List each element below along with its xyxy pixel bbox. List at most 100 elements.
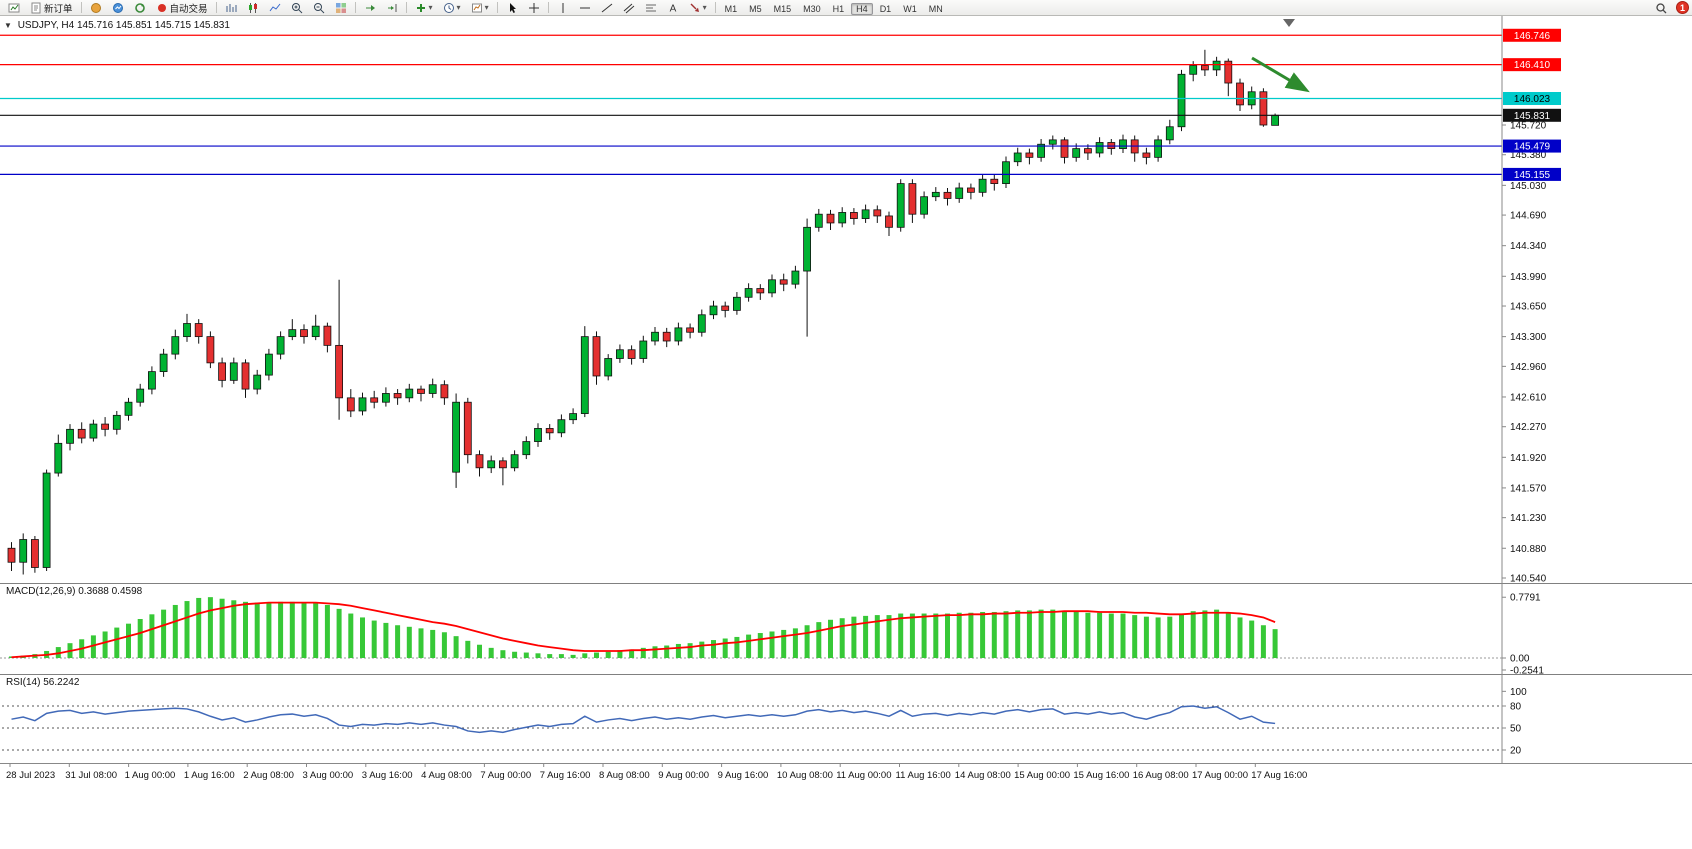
crosshair-icon — [528, 2, 539, 13]
svg-text:0.7791: 0.7791 — [1510, 593, 1541, 604]
vertical-line-button[interactable] — [553, 1, 573, 15]
svg-text:15 Aug 00:00: 15 Aug 00:00 — [1014, 770, 1070, 781]
timeframe-h1[interactable]: H1 — [832, 3, 845, 14]
signals-button[interactable] — [108, 1, 128, 15]
periods-icon — [443, 2, 454, 13]
new-order-button[interactable]: 新订单 — [26, 1, 77, 15]
svg-text:9 Aug 16:00: 9 Aug 16:00 — [718, 770, 769, 781]
price-axis[interactable]: 145.720 145.380 145.030 144.690 144.340 143.9… — [1501, 16, 1561, 763]
fibonacci-button[interactable] — [641, 1, 661, 15]
svg-text:2 Aug 08:00: 2 Aug 08:00 — [243, 770, 294, 781]
arrows-button[interactable]: ▾ — [685, 1, 711, 15]
indicators-button[interactable]: ▾ — [411, 1, 437, 15]
signals-icon — [112, 2, 123, 13]
candlestick-chart-button[interactable] — [243, 1, 263, 15]
timeframe-m1[interactable]: M1 — [724, 3, 738, 14]
timeframe-m5[interactable]: M5 — [749, 3, 762, 14]
timeframe-w1[interactable]: W1 — [903, 3, 917, 14]
refresh-icon — [134, 2, 145, 13]
templates-button[interactable]: ▾ — [467, 1, 493, 15]
horizontal-level-lines[interactable] — [0, 34, 1502, 176]
svg-text:1 Aug 16:00: 1 Aug 16:00 — [184, 770, 235, 781]
main-toolbar: 新订单 自动交易 ▾ ▾ ▾ A ▾ M1 M5 M15 M30 H1 H4 D1 W1 MN … — [0, 0, 1692, 16]
rsi-indicator-label: RSI(14) 56.2242 — [6, 677, 79, 688]
bar-chart-button[interactable] — [221, 1, 241, 15]
macd-panel: 0.7791 0.00-0.2541 — [0, 593, 1544, 677]
crosshair-button[interactable] — [524, 1, 544, 15]
dropdown-caret: ▾ — [484, 2, 489, 12]
svg-text:146.410: 146.410 — [1514, 60, 1551, 71]
line-chart-button[interactable] — [265, 1, 285, 15]
one-click-trading-toggle[interactable]: ▼ — [4, 21, 12, 30]
svg-text:145.831: 145.831 — [1514, 111, 1551, 122]
zoom-in-icon — [291, 2, 302, 13]
trendline-button[interactable] — [597, 1, 617, 15]
new-order-icon — [31, 2, 41, 13]
svg-text:142.610: 142.610 — [1510, 392, 1547, 403]
channel-icon — [623, 3, 634, 13]
chart-shift-button[interactable] — [382, 1, 402, 15]
search-icon — [1656, 2, 1667, 13]
svg-text:142.270: 142.270 — [1510, 422, 1547, 433]
svg-text:145.155: 145.155 — [1514, 170, 1551, 181]
chart-ohlc: 145.716 145.851 145.715 145.831 — [77, 20, 230, 31]
time-axis[interactable]: 28 Jul 2023 31 Jul 08:00 1 Aug 00:00 1 Aug … — [0, 763, 1692, 781]
svg-text:50: 50 — [1510, 724, 1522, 735]
toolbar-separator — [215, 2, 217, 13]
autotrade-button[interactable]: 自动交易 — [152, 1, 212, 15]
svg-text:145.380: 145.380 — [1510, 150, 1547, 161]
timeframe-d1[interactable]: D1 — [879, 3, 892, 14]
chart-window-icon — [8, 3, 20, 12]
chart-shift-marker[interactable] — [1283, 19, 1295, 27]
candlestick-chart-icon — [248, 2, 257, 13]
auto-scroll-button[interactable] — [360, 1, 380, 15]
text-button[interactable]: A — [663, 1, 683, 15]
line-chart-icon — [269, 3, 280, 11]
autotrade-icon — [157, 3, 166, 12]
cursor-icon — [509, 2, 516, 13]
timeframe-mn[interactable]: MN — [928, 3, 943, 14]
auto-scroll-icon — [365, 4, 375, 11]
horizontal-line-button[interactable] — [575, 1, 595, 15]
zoom-in-button[interactable] — [287, 1, 307, 15]
toolbar-separator — [80, 2, 82, 13]
svg-text:146.023: 146.023 — [1514, 94, 1551, 105]
svg-text:A: A — [669, 3, 676, 14]
timeframe-h4[interactable]: H4 — [851, 2, 873, 15]
toolbar-separator — [547, 2, 549, 13]
cursor-button[interactable] — [502, 1, 522, 15]
timeframe-m15[interactable]: M15 — [773, 3, 792, 14]
refresh-button[interactable] — [130, 1, 150, 15]
svg-text:-0.2541: -0.2541 — [1510, 666, 1544, 677]
svg-text:9 Aug 00:00: 9 Aug 00:00 — [658, 770, 709, 781]
trendline-icon — [601, 3, 612, 12]
new-order-label: 新订单 — [44, 3, 73, 15]
channel-button[interactable] — [619, 1, 639, 15]
text-icon: A — [669, 3, 676, 14]
svg-text:145.720: 145.720 — [1510, 121, 1547, 132]
macd-values: 0.3688 0.4598 — [78, 586, 143, 597]
chart-window-button[interactable] — [4, 1, 24, 15]
svg-text:7 Aug 16:00: 7 Aug 16:00 — [540, 770, 591, 781]
zoom-out-button[interactable] — [309, 1, 329, 15]
toolbar-separator — [714, 2, 716, 13]
timeframe-group: M1 M5 M15 M30 H1 H4 D1 W1 MN — [719, 0, 949, 17]
autotrade-label: 自动交易 — [169, 3, 208, 15]
svg-text:141.920: 141.920 — [1510, 453, 1547, 464]
timeframe-m30[interactable]: M30 — [803, 3, 821, 14]
tile-windows-button[interactable] — [331, 1, 351, 15]
svg-text:17 Aug 16:00: 17 Aug 16:00 — [1251, 770, 1307, 781]
svg-text:146.746: 146.746 — [1514, 31, 1551, 42]
svg-text:11 Aug 16:00: 11 Aug 16:00 — [896, 770, 951, 781]
chart-title: ▼ USDJPY, H4 145.716 145.851 145.715 145… — [4, 20, 230, 31]
market-button[interactable] — [86, 1, 106, 15]
svg-text:31 Jul 08:00: 31 Jul 08:00 — [65, 770, 117, 781]
notification-badge[interactable]: 1 — [1676, 1, 1689, 14]
trend-arrow-annotation[interactable] — [1251, 56, 1310, 93]
rsi-panel: 100 80 50 20 — [2, 687, 1527, 756]
chart-area[interactable]: 145.720 145.380 145.030 144.690 144.340 143.9… — [0, 16, 1692, 849]
periods-button[interactable]: ▾ — [439, 1, 465, 15]
search-button[interactable] — [1651, 1, 1671, 15]
svg-text:20: 20 — [1510, 745, 1522, 756]
